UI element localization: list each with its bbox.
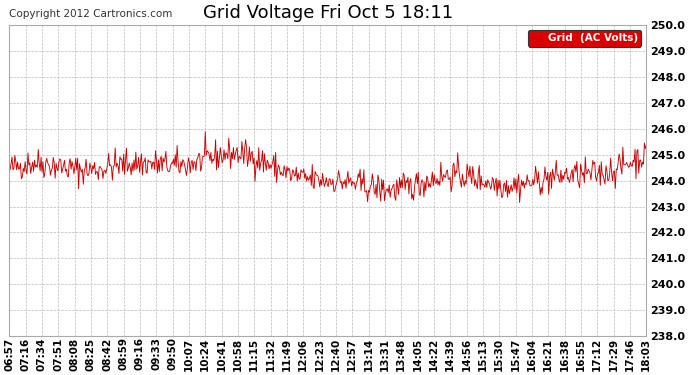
Text: Copyright 2012 Cartronics.com: Copyright 2012 Cartronics.com — [9, 9, 172, 19]
Legend: Grid  (AC Volts): Grid (AC Volts) — [528, 30, 641, 46]
Title: Grid Voltage Fri Oct 5 18:11: Grid Voltage Fri Oct 5 18:11 — [203, 4, 453, 22]
